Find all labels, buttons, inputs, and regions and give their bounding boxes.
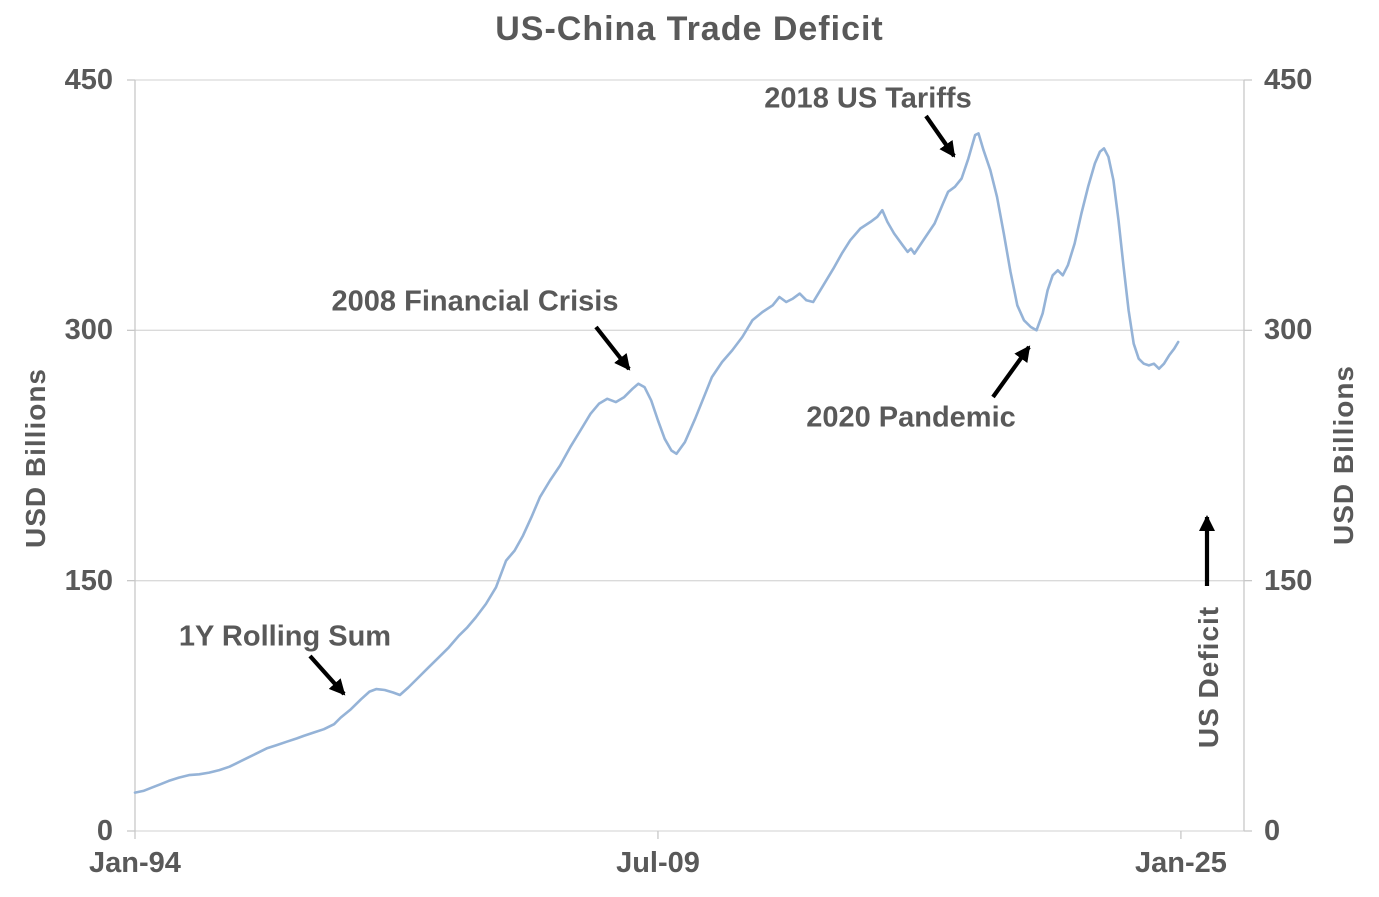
y-tick-left-150: 150 (64, 565, 113, 597)
y-tick-left-0: 0 (96, 815, 113, 847)
tariffs-arrow (924, 114, 956, 158)
y-tick-right-150: 150 (1264, 565, 1313, 597)
y-axis-title-right: USD Billions (1328, 364, 1359, 546)
annotation-financial-crisis: 2008 Financial Crisis (331, 285, 619, 318)
y-tick-left-300: 300 (64, 314, 113, 346)
y-tick-left-450: 450 (64, 64, 113, 96)
y-tick-right-300: 300 (1264, 314, 1313, 346)
annotation-rolling-sum: 1Y Rolling Sum (178, 620, 392, 653)
financial-crisis-arrow (594, 325, 631, 371)
annotation-tariffs: 2018 US Tariffs (764, 82, 972, 115)
x-tick-jan94: Jan-94 (89, 847, 181, 879)
y-tick-right-450: 450 (1264, 64, 1313, 96)
y-tick-right-0: 0 (1264, 815, 1281, 847)
pandemic-arrow (991, 345, 1031, 399)
annotation-pandemic: 2020 Pandemic (806, 401, 1016, 434)
us-deficit-label: US Deficit (1193, 605, 1224, 749)
chart-title: US-China Trade Deficit (495, 10, 884, 48)
x-tick-jan25: Jan-25 (1135, 847, 1227, 879)
rolling-sum-arrow (308, 654, 346, 696)
x-tick-jul09: Jul-09 (616, 847, 700, 879)
y-axis-title-left: USD Billions (20, 367, 51, 549)
deficit-line (133, 132, 1180, 794)
